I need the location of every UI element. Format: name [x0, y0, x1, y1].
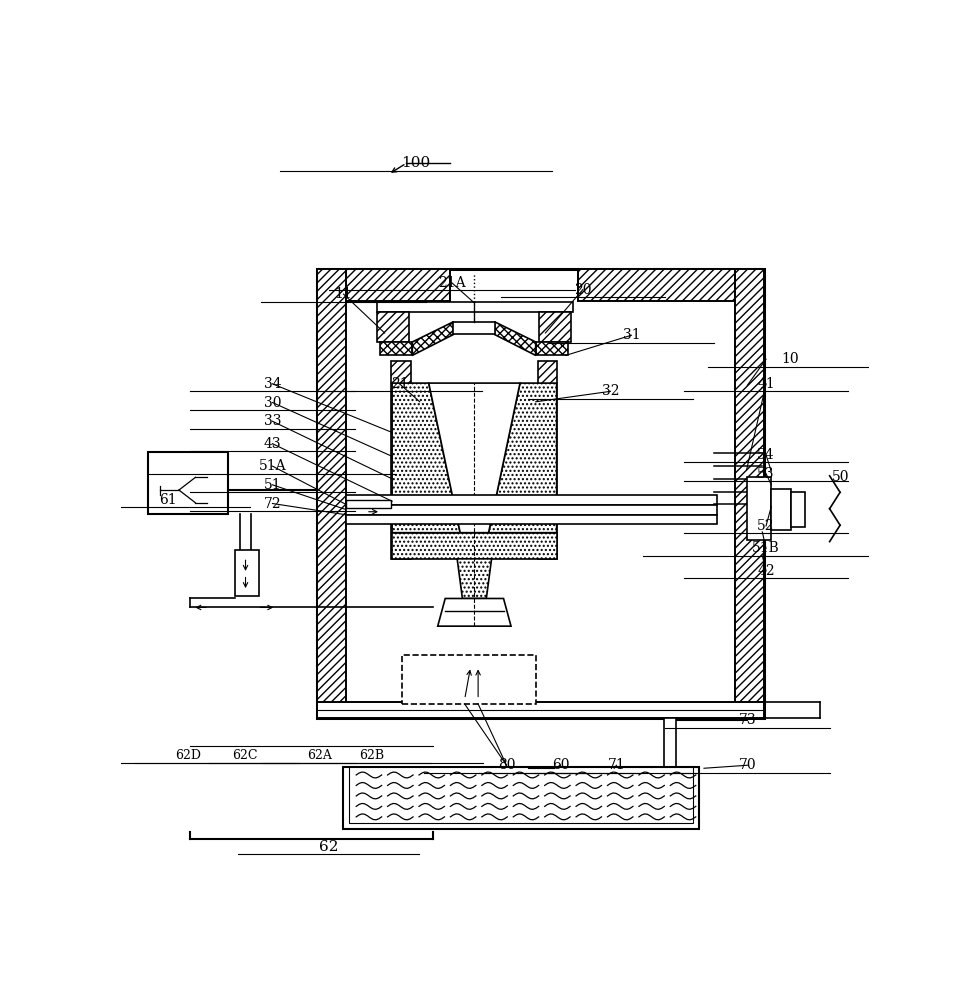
Text: 41: 41 — [758, 377, 775, 391]
Bar — [317, 702, 763, 718]
Bar — [377, 312, 408, 342]
Text: 62C: 62C — [232, 749, 258, 762]
Text: 60: 60 — [552, 758, 569, 772]
Text: 32: 32 — [602, 384, 620, 398]
Bar — [317, 269, 451, 301]
Text: 10: 10 — [781, 352, 799, 366]
Text: 70: 70 — [738, 758, 757, 772]
Text: 31: 31 — [622, 328, 640, 342]
Text: 34: 34 — [263, 377, 281, 391]
Bar — [345, 500, 391, 508]
Bar — [345, 505, 717, 515]
Polygon shape — [380, 342, 412, 355]
Text: 54: 54 — [758, 448, 775, 462]
Bar — [392, 361, 411, 559]
Bar — [664, 718, 676, 769]
Text: 43: 43 — [263, 437, 281, 451]
Polygon shape — [536, 342, 567, 355]
Bar — [235, 550, 259, 596]
Text: 62B: 62B — [359, 749, 384, 762]
Bar — [348, 767, 694, 823]
Text: 72: 72 — [263, 497, 281, 511]
Text: 61: 61 — [159, 493, 177, 507]
Text: 30: 30 — [263, 396, 281, 410]
Bar — [345, 495, 717, 505]
Text: 51: 51 — [263, 478, 281, 492]
Text: 62D: 62D — [175, 749, 201, 762]
Polygon shape — [438, 598, 511, 626]
Bar — [149, 452, 229, 514]
Bar — [538, 361, 558, 559]
Text: 100: 100 — [401, 156, 430, 170]
Bar — [377, 302, 573, 312]
Polygon shape — [412, 322, 454, 355]
Bar — [747, 477, 771, 540]
Polygon shape — [457, 559, 491, 598]
Text: 33: 33 — [263, 414, 281, 428]
Bar — [343, 767, 700, 829]
Bar — [401, 655, 537, 704]
Text: 62: 62 — [318, 840, 339, 854]
Polygon shape — [392, 533, 557, 559]
Text: 50: 50 — [832, 470, 849, 484]
Bar — [578, 269, 763, 301]
Text: 71: 71 — [608, 758, 625, 772]
Bar — [539, 312, 571, 342]
Polygon shape — [428, 383, 520, 533]
Bar — [345, 515, 717, 524]
Text: 21: 21 — [391, 377, 408, 391]
Text: 52: 52 — [758, 519, 775, 533]
Text: 42: 42 — [758, 564, 775, 578]
Text: 20: 20 — [574, 283, 592, 297]
Text: 11: 11 — [335, 287, 352, 301]
Text: 73: 73 — [738, 713, 757, 727]
Text: 80: 80 — [498, 758, 515, 772]
Text: 21A: 21A — [438, 276, 466, 290]
Text: 53: 53 — [758, 467, 775, 481]
Bar — [317, 269, 763, 718]
Polygon shape — [494, 322, 536, 355]
Bar — [454, 322, 494, 334]
Polygon shape — [488, 383, 557, 533]
Bar — [771, 489, 790, 530]
Text: 51A: 51A — [259, 459, 287, 473]
Bar — [317, 269, 345, 718]
Bar — [735, 269, 764, 718]
Text: 51B: 51B — [752, 541, 780, 555]
Bar — [790, 492, 805, 527]
Text: 62A: 62A — [307, 749, 332, 762]
Polygon shape — [392, 383, 460, 533]
